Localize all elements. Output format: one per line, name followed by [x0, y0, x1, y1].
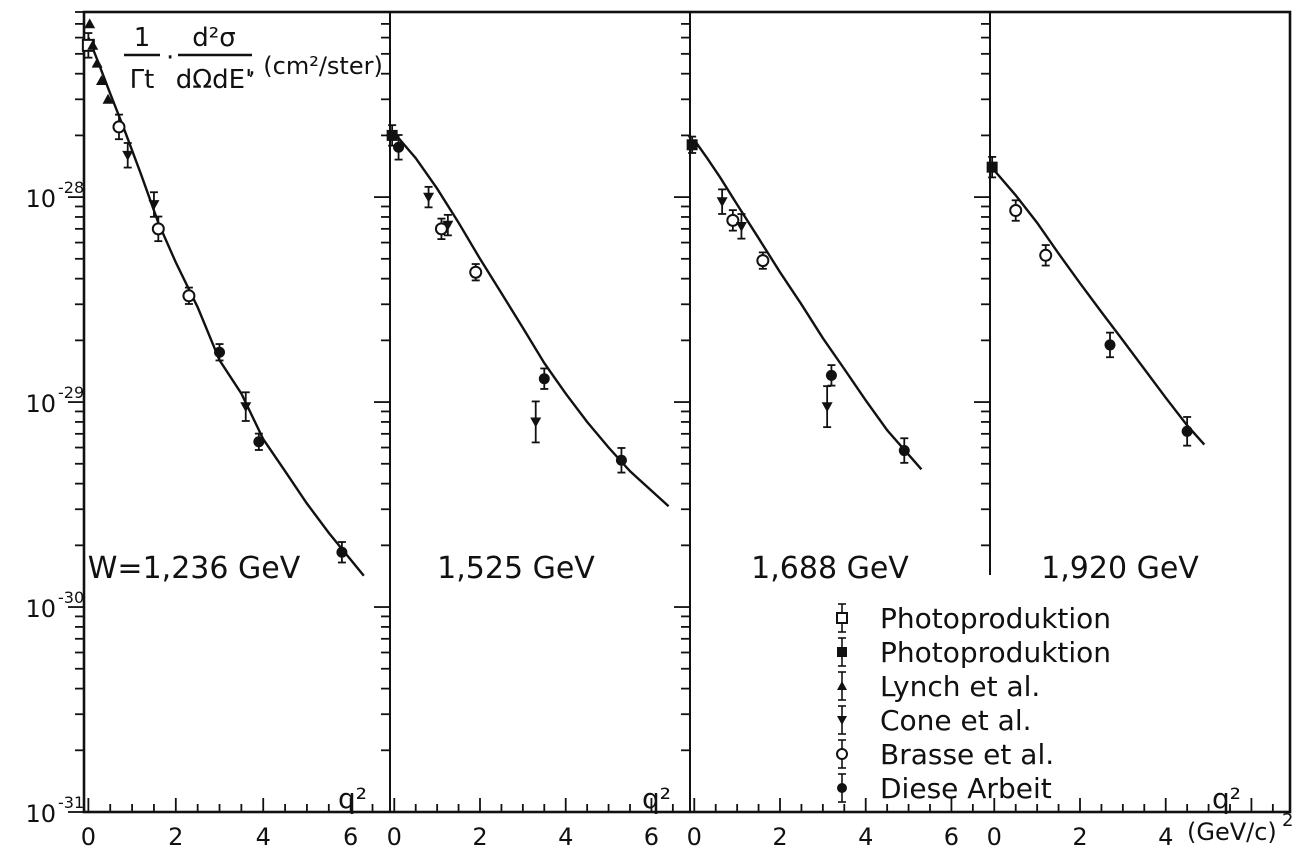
y-tick-label-base: 10 — [25, 595, 56, 623]
legend-marker-triangle-down — [837, 716, 847, 725]
data-point — [102, 93, 114, 104]
x-tick-label: 4 — [558, 823, 573, 851]
data-point — [716, 197, 728, 208]
legend-entry-label: Lynch et al. — [880, 670, 1040, 703]
data-point — [240, 402, 252, 413]
legend-entry-label: Diese Arbeit — [880, 772, 1052, 805]
panel-label-1: W=1,236 GeV — [88, 551, 301, 586]
legend-entry-label: Photoproduktion — [880, 602, 1111, 635]
legend-entry-label: Brasse et al. — [880, 738, 1054, 771]
data-points — [81, 18, 1193, 564]
data-point — [1039, 248, 1053, 262]
data-point — [423, 192, 435, 203]
data-point — [615, 454, 627, 466]
legend-marker-open-circle — [836, 748, 848, 760]
x-tick-label: 2 — [472, 823, 487, 851]
x-unit-exponent: 2 — [1282, 810, 1293, 831]
fit-curve-panel-3 — [693, 139, 923, 471]
data-point — [986, 161, 998, 173]
y-label-frac2-den: dΩdE' — [176, 65, 252, 95]
legend-entry-label: Photoproduktion — [880, 636, 1111, 669]
panel-1-q2-label: q² — [338, 782, 367, 815]
y-tick-label-exp: -30 — [58, 588, 84, 607]
x-tick-label: 2 — [772, 823, 787, 851]
x-tick-label: 6 — [343, 823, 358, 851]
data-point — [95, 75, 107, 86]
y-label-frac2-num: d²σ — [192, 23, 235, 53]
data-point — [122, 150, 134, 161]
data-point — [898, 445, 910, 457]
data-point — [469, 265, 483, 279]
x-tick-label: 2 — [168, 823, 183, 851]
x-tick-label: 0 — [687, 823, 702, 851]
y-tick-label-base: 10 — [25, 185, 56, 213]
data-point — [442, 220, 454, 231]
x-tick-label: 0 — [387, 823, 402, 851]
data-point — [386, 129, 398, 141]
x-tick-label: 4 — [256, 823, 271, 851]
fit-curve-panel-2 — [393, 132, 670, 508]
y-axis-label: 1 Γt · d²σ dΩdE' , (cm²/ster) — [124, 23, 383, 95]
y-label-dot: · — [166, 43, 174, 73]
data-point — [151, 222, 165, 236]
y-tick-label-exp: -29 — [58, 383, 84, 402]
data-point — [182, 289, 196, 303]
data-point — [393, 141, 405, 153]
x-tick-label: 6 — [944, 823, 959, 851]
data-point — [756, 254, 770, 268]
legend-marker-filled-square — [837, 647, 847, 657]
y-tick-label-exp: -28 — [58, 178, 84, 197]
data-point — [538, 373, 550, 385]
fit-curve-panel-4 — [993, 169, 1206, 446]
x-tick-label: 2 — [1072, 823, 1087, 851]
legend-marker-triangle-up — [837, 681, 847, 690]
data-point — [825, 369, 837, 381]
y-label-unit: , (cm²/ster) — [248, 52, 383, 80]
fit-curve-panel-1 — [87, 37, 365, 577]
y-tick-label-base: 10 — [25, 390, 56, 418]
x-tick-label: 4 — [858, 823, 873, 851]
panel-2-q2-label: q² — [642, 782, 671, 815]
x-tick-label: 0 — [81, 823, 96, 851]
data-point — [112, 120, 126, 134]
data-point — [336, 546, 348, 558]
data-point — [735, 221, 747, 232]
data-point — [726, 213, 740, 227]
x-tick-label: 4 — [1158, 823, 1173, 851]
data-point — [91, 57, 103, 68]
data-point — [253, 436, 265, 448]
data-point — [87, 39, 99, 50]
data-point — [686, 139, 698, 151]
legend-marker-open-square — [836, 612, 848, 624]
panel-label-2: 1,525 GeV — [437, 551, 595, 586]
panel-4-q2-label: q² — [1212, 782, 1241, 815]
y-tick-label-base: 10 — [25, 800, 56, 828]
data-point — [214, 346, 226, 358]
legend-entry-label: Cone et al. — [880, 704, 1032, 737]
data-point — [1181, 425, 1193, 437]
legend-marker-filled-circle — [837, 783, 847, 793]
data-point — [1009, 204, 1023, 218]
data-point — [148, 200, 160, 211]
panel-label-3: 1,688 GeV — [751, 551, 909, 586]
y-tick-label-exp: -31 — [58, 793, 84, 812]
y-label-frac1-num: 1 — [134, 23, 151, 53]
data-point — [530, 417, 542, 428]
x-tick-label: 0 — [987, 823, 1002, 851]
x-tick-label: 6 — [644, 823, 659, 851]
data-point — [821, 402, 833, 413]
data-point — [84, 18, 96, 29]
fit-curves — [87, 37, 1206, 577]
data-point — [1104, 339, 1116, 351]
panel-label-4: 1,920 GeV — [1041, 551, 1199, 586]
x-unit-label: (GeV/c) — [1187, 818, 1277, 846]
y-label-frac1-den: Γt — [130, 65, 155, 95]
